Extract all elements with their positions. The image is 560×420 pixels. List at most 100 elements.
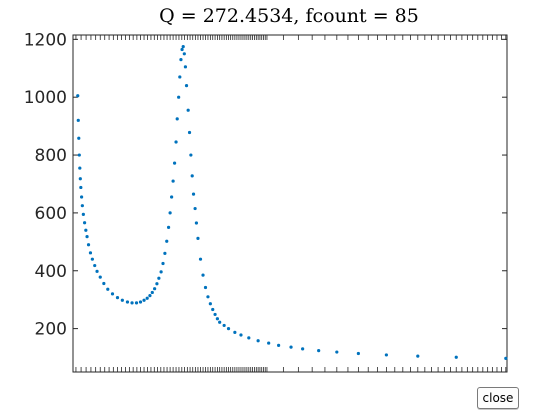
- y-tick-label-5: 1200: [24, 30, 67, 50]
- data-point-82: [335, 350, 339, 354]
- data-point-84: [384, 353, 388, 357]
- data-point-85: [416, 354, 420, 358]
- data-point-59: [193, 206, 197, 211]
- data-point-8: [80, 204, 84, 208]
- data-point-57: [190, 174, 194, 178]
- data-point-5: [78, 177, 82, 181]
- data-point-31: [150, 290, 154, 295]
- y-tick-label-1: 400: [35, 262, 67, 282]
- data-point-61: [196, 236, 200, 240]
- data-point-47: [178, 75, 182, 79]
- data-point-55: [187, 130, 192, 135]
- chart-title: Q = 272.4534, fcount = 85: [159, 5, 419, 27]
- data-point-28: [142, 298, 146, 302]
- y-tick-label-2: 600: [35, 204, 67, 224]
- data-point-81: [317, 348, 321, 353]
- y-tick-labels: 200 400 600 800 1000 1200: [24, 30, 67, 339]
- y-tick-label-4: 1000: [24, 88, 67, 108]
- data-point-58: [191, 192, 196, 196]
- data-point-16: [93, 263, 97, 268]
- data-point-75: [247, 336, 251, 340]
- data-point-69: [215, 317, 219, 321]
- y-tick-label-3: 800: [35, 146, 67, 166]
- data-point-65: [206, 295, 210, 299]
- data-point-0: [76, 94, 80, 98]
- data-point-60: [194, 221, 199, 225]
- data-point-41: [170, 195, 174, 199]
- data-point-29: [145, 296, 149, 300]
- data-point-72: [226, 327, 231, 331]
- data-point-25: [130, 301, 134, 305]
- data-point-17: [95, 269, 99, 273]
- data-point-49: [180, 47, 184, 52]
- close-button[interactable]: close: [477, 387, 519, 409]
- data-point-30: [148, 294, 152, 298]
- data-point-13: [86, 243, 91, 247]
- data-point-24: [125, 300, 130, 304]
- data-point-38: [165, 239, 169, 243]
- data-point-33: [155, 282, 159, 286]
- data-point-44: [174, 140, 178, 144]
- data-point-50: [181, 44, 185, 49]
- data-point-71: [222, 323, 226, 328]
- data-point-53: [184, 84, 189, 88]
- data-point-45: [175, 117, 179, 121]
- data-point-54: [186, 108, 190, 112]
- data-point-83: [356, 351, 360, 356]
- data-point-26: [134, 301, 139, 305]
- data-point-68: [213, 312, 217, 317]
- data-point-70: [218, 320, 222, 324]
- data-point-9: [81, 212, 85, 216]
- data-point-20: [106, 287, 110, 291]
- data-point-66: [208, 302, 212, 306]
- data-point-19: [102, 281, 106, 286]
- data-point-36: [161, 261, 165, 266]
- y-tick-label-0: 200: [35, 320, 67, 340]
- data-point-52: [183, 65, 188, 69]
- data-point-12: [85, 235, 89, 239]
- data-point-62: [198, 257, 203, 261]
- data-point-3: [77, 153, 81, 157]
- data-point-34: [157, 276, 161, 280]
- data-point-87: [504, 356, 508, 361]
- data-point-4: [78, 166, 82, 170]
- data-point-76: [256, 339, 260, 343]
- data-point-39: [166, 225, 171, 229]
- data-point-11: [84, 228, 88, 232]
- data-point-67: [211, 307, 215, 312]
- data-point-35: [159, 270, 163, 274]
- data-point-37: [163, 251, 167, 255]
- data-point-40: [168, 211, 172, 215]
- data-point-32: [153, 287, 157, 291]
- tick-marks: [73, 35, 507, 372]
- plot-area: [72, 34, 508, 373]
- data-point-7: [79, 195, 84, 199]
- data-point-10: [82, 221, 87, 225]
- data-point-51: [182, 52, 186, 56]
- data-point-6: [79, 185, 83, 190]
- data-point-63: [201, 273, 205, 277]
- data-point-21: [110, 292, 115, 296]
- data-point-22: [115, 296, 120, 300]
- data-point-64: [203, 285, 208, 290]
- data-point-73: [233, 330, 237, 334]
- data-points: [76, 44, 508, 361]
- data-point-77: [267, 341, 271, 345]
- data-point-43: [172, 161, 177, 165]
- data-point-14: [88, 251, 93, 255]
- data-point-78: [277, 343, 281, 347]
- data-point-74: [239, 333, 243, 337]
- data-point-48: [179, 57, 183, 62]
- data-point-2: [77, 136, 81, 140]
- data-point-23: [120, 298, 124, 302]
- data-point-18: [98, 275, 102, 279]
- data-point-15: [90, 257, 94, 261]
- data-point-56: [189, 153, 193, 157]
- data-point-80: [301, 347, 305, 351]
- data-point-86: [454, 355, 458, 359]
- data-point-79: [289, 345, 293, 349]
- data-point-46: [177, 95, 181, 99]
- data-point-42: [171, 179, 175, 183]
- data-point-1: [76, 118, 80, 122]
